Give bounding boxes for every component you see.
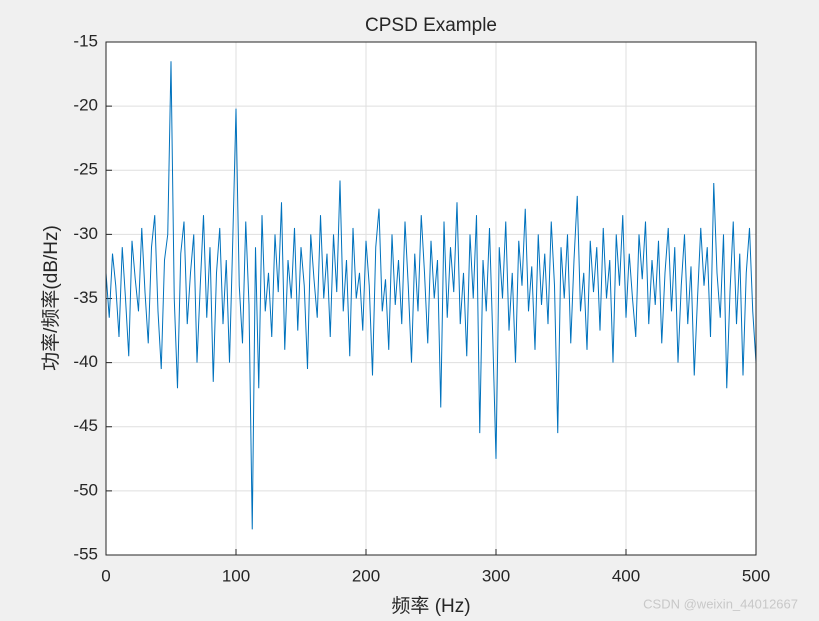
y-tick-label: -30 [73,224,98,243]
y-tick-label: -45 [73,416,98,435]
y-tick-label: -50 [73,480,98,499]
y-tick-label: -20 [73,96,98,115]
y-tick-label: -55 [73,544,98,563]
x-tick-label: 200 [352,566,380,585]
x-tick-label: 0 [101,566,110,585]
y-tick-label: -40 [73,352,98,371]
plot [105,61,757,530]
chart-title: CPSD Example [365,15,497,36]
x-tick-label: 300 [482,566,510,585]
data-line [105,61,757,530]
x-tick-label: 400 [612,566,640,585]
x-tick-label: 100 [222,566,250,585]
x-axis-label: 频率 (Hz) [391,595,470,617]
y-tick-label: -15 [73,31,98,50]
y-tick-label: -25 [73,160,98,179]
y-axis-label: 功率/频率(dB/Hz) [40,225,62,371]
axes-box [105,41,757,556]
x-tick-label: 500 [742,566,770,585]
y-tick-label: -35 [73,288,98,307]
watermark: CSDN @weixin_44012667 [643,596,798,611]
